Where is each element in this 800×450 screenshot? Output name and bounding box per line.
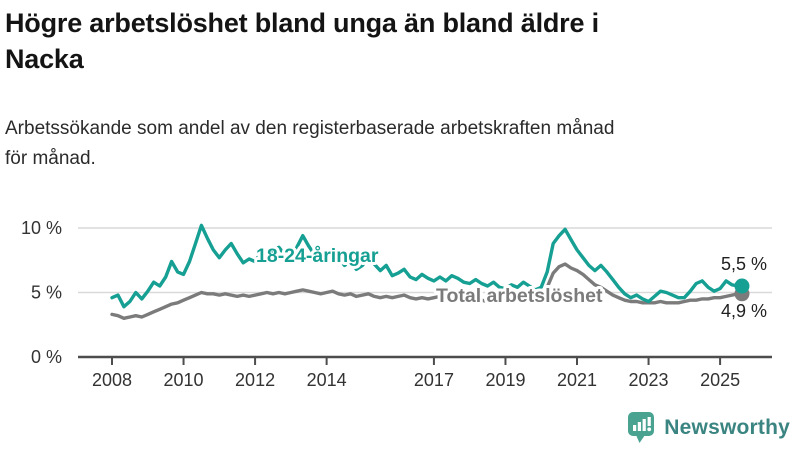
x-axis-tick-label: 2014 — [307, 370, 347, 390]
x-axis-tick-label: 2021 — [557, 370, 597, 390]
series-label-total: Total arbetslöshet — [436, 285, 603, 307]
chart-subtitle-line2: för månad. — [5, 148, 96, 169]
chart-subtitle-line1: Arbetssökande som andel av den registerb… — [5, 118, 615, 139]
y-axis-tick-label: 5 % — [31, 283, 62, 303]
line-chart-svg: 0 % 5 % 10 % 2008 2010 2012 2014 2017 2019 2021 20… — [21, 218, 772, 390]
x-axis-tick-label: 2012 — [235, 370, 275, 390]
series-end-value-label: 5,5 % — [721, 254, 767, 274]
x-axis-tick-label: 2025 — [700, 370, 740, 390]
series-line-young — [110, 223, 740, 309]
line-chart: 0 % 5 % 10 % 2008 2010 2012 2014 2017 2019 2021 20… — [0, 198, 800, 398]
newsworthy-speech-bubble-chart-icon — [628, 412, 655, 443]
chart-title: Högre arbetslöshet bland unga än bland ä… — [5, 5, 785, 77]
x-axis-tick-label: 2017 — [414, 370, 454, 390]
x-axis-tick-label: 2008 — [92, 370, 132, 390]
series-end-value-label: 4,9 % — [721, 301, 767, 321]
y-axis-tick-label: 10 % — [21, 218, 62, 238]
x-axis-tick-label: 2010 — [164, 370, 204, 390]
series-end-dot — [734, 278, 750, 294]
newsworthy-logo: Newsworthy — [627, 411, 790, 444]
y-axis-tick-label: 0 % — [31, 347, 62, 367]
x-axis-tick-label: 2023 — [629, 370, 669, 390]
newsworthy-wordmark: Newsworthy — [664, 415, 790, 439]
chart-subtitle: Arbetssökande som andel av den registerb… — [5, 114, 790, 174]
series-label-young: 18-24-åringar — [256, 244, 379, 267]
chart-title-line2: Nacka — [5, 44, 84, 74]
series-line-total — [110, 262, 740, 321]
chart-title-line1: Högre arbetslöshet bland unga än bland ä… — [5, 8, 599, 38]
x-axis-tick-label: 2019 — [485, 370, 525, 390]
